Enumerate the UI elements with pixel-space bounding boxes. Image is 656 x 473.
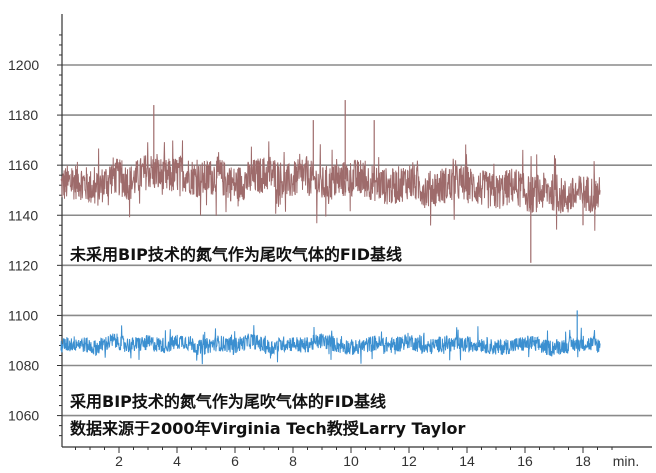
series-line-1: [60, 140, 601, 231]
x-tick-label-6: 6: [231, 453, 239, 469]
y-tick-label-1140: 1140: [8, 207, 38, 223]
x-tick-label-8: 8: [289, 453, 297, 469]
y-tick-label-1120: 1120: [8, 257, 38, 273]
y-tick-label-1100: 1100: [8, 307, 38, 323]
series-line-2: [60, 325, 601, 365]
x-tick-label-10: 10: [343, 453, 359, 469]
annotation-lower-line1: 采用BIP技术的氮气作为尾吹气体的FID基线: [69, 392, 386, 411]
x-tick-label-16: 16: [517, 453, 533, 469]
x-tick-label-18: 18: [575, 453, 591, 469]
x-axis-ticks: 2 4 6 8 10 12 14 16 18: [115, 453, 591, 469]
axes: [57, 14, 652, 453]
x-tick-label-4: 4: [173, 453, 181, 469]
y-tick-label-1160: 1160: [8, 157, 38, 173]
annotation-lower-line2: 数据来源于2000年Virginia Tech教授Larry Taylor: [70, 419, 466, 438]
y-tick-label-1060: 1060: [8, 408, 39, 424]
grid-lines: [62, 64, 652, 417]
y-tick-label-1200: 1200: [8, 57, 39, 73]
y-axis-ticks: 1060 1080 1100 1120 1140 1160 1180 1200: [8, 57, 39, 424]
y-tick-label-1180: 1180: [8, 107, 38, 123]
x-tick-label-12: 12: [401, 453, 417, 469]
x-tick-label-2: 2: [115, 453, 123, 469]
x-axis-unit-label: min.: [613, 453, 639, 469]
series-lines: [60, 100, 601, 365]
x-tick-label-14: 14: [459, 453, 475, 469]
y-tick-label-1080: 1080: [8, 358, 39, 374]
annotation-upper: 未采用BIP技术的氮气作为尾吹气体的FID基线: [69, 245, 402, 264]
